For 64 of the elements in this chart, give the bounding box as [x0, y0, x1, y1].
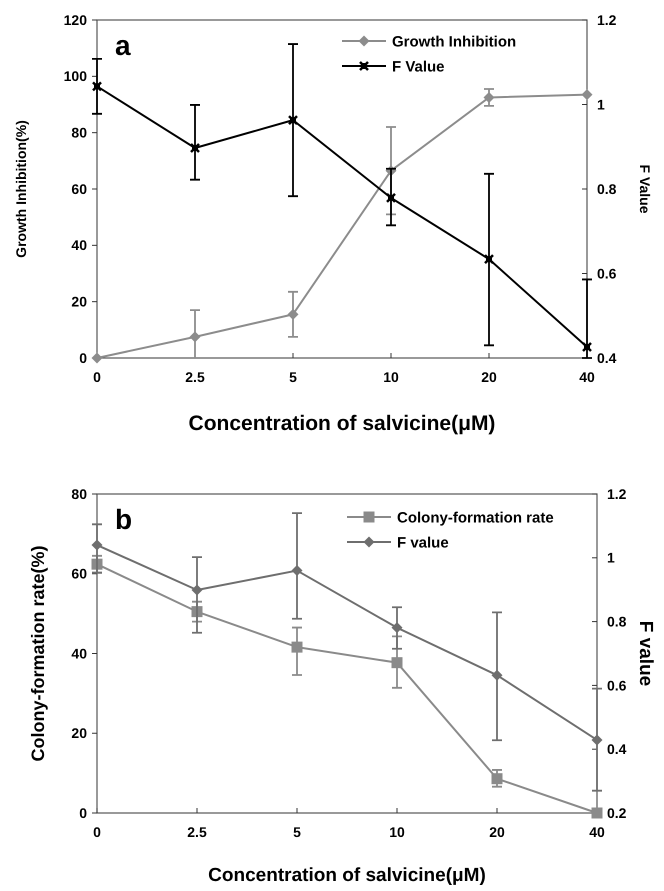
x-axis-title: Concentration of salvicine(μM) — [188, 412, 496, 435]
chart-title: a — [115, 30, 131, 61]
chart-title: b — [115, 504, 132, 535]
x-tick-label: 10 — [389, 824, 405, 840]
point — [484, 254, 494, 264]
point — [592, 808, 602, 818]
x-tick-label: 5 — [293, 824, 302, 840]
y-tick-label: 20 — [71, 725, 88, 742]
y-tick-label: 100 — [64, 68, 88, 84]
y2-tick-label: 0.8 — [597, 180, 617, 197]
y-axis-title: Colony-formation rate(%) — [28, 545, 48, 762]
x-tick-label: 20 — [481, 369, 497, 385]
y-axis-title: Growth Inhibition(%) — [13, 120, 29, 258]
x-tick-label: 20 — [489, 824, 505, 840]
x-tick-label: 0 — [93, 824, 102, 840]
x-tick-label: 5 — [289, 369, 298, 385]
point — [288, 114, 298, 126]
x-tick-label: 2.5 — [185, 369, 205, 385]
x-tick-label: 2.5 — [187, 824, 207, 840]
y2-tick-label: 1 — [607, 550, 615, 566]
x-tick-label: 10 — [383, 369, 399, 385]
point — [292, 642, 302, 653]
y-tick-label: 80 — [71, 124, 88, 141]
y-tick-label: 40 — [71, 237, 88, 254]
y2-tick-label: 1 — [597, 96, 605, 112]
y2-tick-label: 0.6 — [597, 265, 617, 282]
y-tick-label: 0 — [79, 350, 88, 366]
point — [492, 773, 502, 784]
x-axis-title: Concentration of salvicine(μM) — [208, 865, 486, 886]
point — [190, 331, 200, 342]
point — [582, 89, 592, 100]
y2-tick-label: 1.2 — [597, 12, 617, 28]
y2-tick-label: 0.4 — [607, 741, 627, 758]
y-tick-label: 20 — [71, 294, 88, 310]
y2-tick-label: 0.2 — [607, 804, 627, 821]
point — [288, 308, 298, 320]
point — [386, 192, 396, 204]
y2-tick-label: 1.2 — [607, 486, 627, 502]
y2-tick-label: 0.6 — [607, 677, 627, 694]
point — [484, 92, 494, 103]
point — [392, 657, 402, 668]
legend-label: Growth Inhibition — [392, 33, 516, 50]
y2-tick-label: 0.8 — [607, 614, 627, 630]
point — [190, 142, 200, 154]
x-tick-label: 0 — [93, 369, 102, 385]
y-tick-label: 120 — [64, 12, 88, 28]
y2-tick-label: 0.4 — [597, 350, 617, 366]
x-tick-label: 40 — [589, 824, 605, 840]
point — [392, 622, 402, 634]
y2-axis-title: F value — [635, 620, 656, 686]
point — [92, 352, 102, 364]
y-tick-label: 60 — [71, 180, 88, 197]
y-tick-label: 40 — [71, 645, 88, 662]
point — [292, 565, 302, 576]
y-tick-label: 0 — [79, 804, 88, 821]
x-tick-label: 40 — [579, 369, 595, 385]
legend-label: Colony-formation rate — [397, 509, 554, 526]
legend-label: F Value — [392, 58, 445, 76]
y2-axis-title: F Value — [637, 164, 653, 214]
y-tick-label: 60 — [71, 566, 88, 582]
point — [192, 584, 202, 596]
point — [492, 670, 502, 681]
y-tick-label: 80 — [71, 486, 88, 502]
legend-label: F value — [397, 534, 449, 552]
